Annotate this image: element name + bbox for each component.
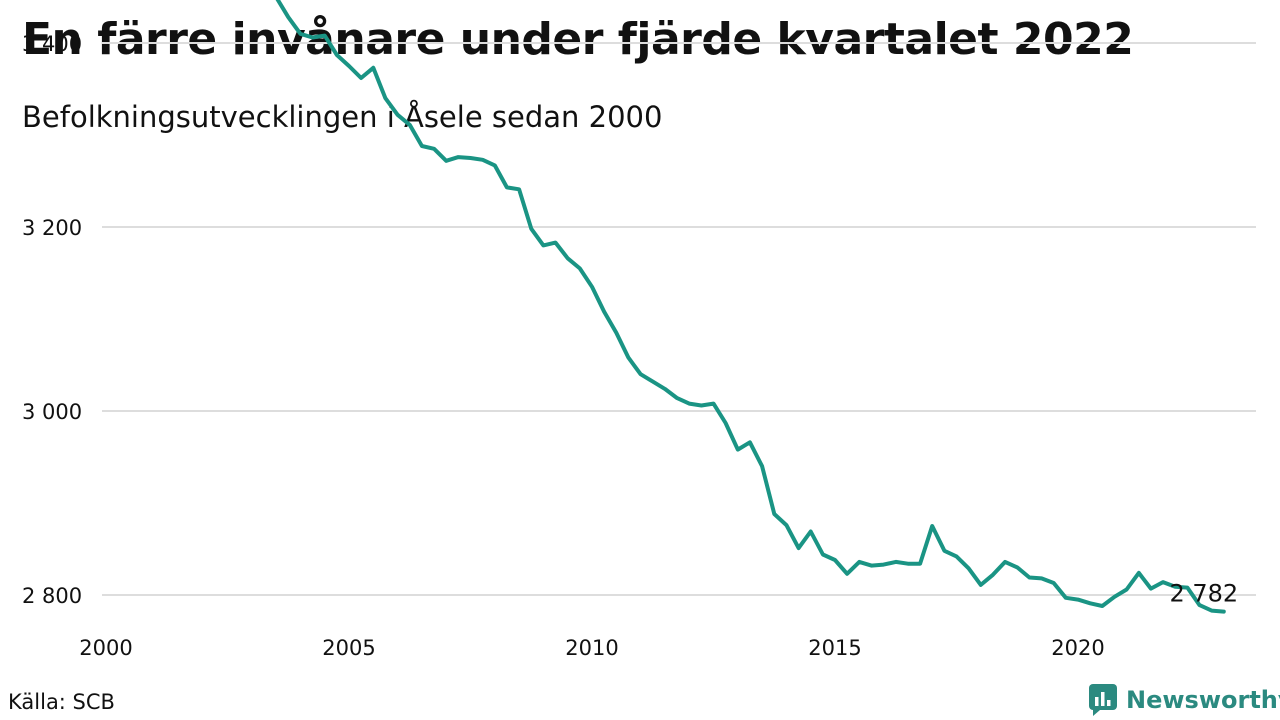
brand-name: Newsworthy [1126,686,1280,714]
x-tick-label: 2015 [808,636,861,660]
x-tick-label: 2010 [565,636,618,660]
source-note: Källa: SCB [8,690,115,714]
end-value-label: 2 782 [1169,580,1238,608]
x-tick-label: 2020 [1051,636,1104,660]
x-tick-label: 2000 [79,636,132,660]
newsworthy-logo-icon [1089,684,1117,716]
chart-subtitle: Befolkningsutvecklingen i Åsele sedan 20… [22,100,663,134]
y-tick-label: 2 800 [22,584,82,608]
x-tick-label: 2005 [322,636,375,660]
brand-logo[interactable]: Newsworthy [1088,683,1280,717]
y-tick-label: 3 200 [22,216,82,240]
y-tick-label: 3 400 [22,32,82,56]
gridlines [102,42,1256,596]
y-tick-label: 3 000 [22,400,82,424]
x-axis-ticks: 2000 2005 2010 2015 2020 [79,636,1104,660]
population-line [275,0,1226,614]
chart-title: En färre invånare under fjärde kvartalet… [22,14,1134,65]
